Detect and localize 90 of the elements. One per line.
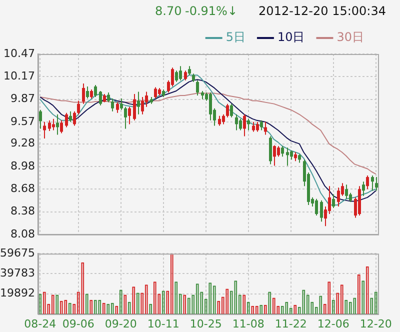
y-tick-label: 9.87	[10, 92, 35, 106]
legend-label: 30日	[336, 30, 364, 44]
y-tick-label: 9.28	[10, 136, 35, 150]
candlestick	[239, 118, 242, 131]
candlestick	[94, 84, 97, 98]
candlestick	[73, 110, 76, 126]
text: -0.91%↓	[185, 4, 238, 18]
candlestick	[128, 106, 131, 125]
candlestick	[226, 103, 229, 118]
candlestick	[332, 194, 335, 208]
y-tick-label: 19892	[0, 286, 35, 300]
x-tick-label: 12-06	[317, 317, 350, 330]
x-tick-label: 09-06	[62, 317, 94, 330]
candlestick	[133, 94, 136, 121]
candlestick	[235, 114, 238, 131]
candlestick	[99, 90, 102, 106]
candlestick	[294, 152, 297, 162]
candlestick	[188, 66, 191, 76]
candlestick	[111, 98, 114, 112]
candlestick	[65, 112, 68, 128]
y-tick-label: 8.68	[10, 182, 35, 195]
y-tick-label: 10.47	[4, 46, 35, 60]
candlestick	[107, 92, 110, 103]
candlestick	[145, 91, 148, 108]
candlestick	[154, 86, 157, 100]
legend-label: 5日	[226, 30, 246, 44]
candlestick	[137, 91, 140, 115]
candlestick	[60, 120, 63, 134]
candlestick	[116, 102, 119, 114]
x-tick-label: 12-20	[360, 317, 392, 330]
x-tick-label: 10-11	[147, 317, 180, 330]
candlestick	[86, 86, 89, 100]
candlestick	[337, 187, 340, 207]
candlestick	[218, 115, 221, 126]
candlestick	[252, 121, 255, 132]
candlestick	[124, 106, 127, 130]
candlestick	[362, 181, 365, 196]
candlestick	[82, 82, 85, 104]
candlestick	[196, 80, 199, 96]
candlestick	[184, 70, 187, 81]
candlestick	[345, 184, 348, 200]
x-tick-label: 10-25	[190, 317, 222, 330]
candlestick	[264, 121, 267, 136]
x-tick-label: 11-08	[232, 317, 264, 330]
candlestick	[90, 88, 93, 100]
y-tick-label: 39783	[0, 266, 35, 280]
candlestick	[328, 186, 331, 215]
candlestick	[277, 146, 280, 158]
candlestick	[48, 120, 51, 132]
y-tick-label: 8.38	[10, 204, 35, 218]
candlestick	[39, 109, 42, 130]
candlestick	[320, 200, 323, 222]
candlestick	[366, 175, 369, 190]
y-tick-label: 10.17	[4, 70, 35, 83]
candlestick	[290, 150, 293, 160]
x-tick-label: 08-24	[24, 317, 56, 330]
candlestick	[175, 70, 178, 82]
candlestick	[141, 96, 144, 115]
candlestick	[247, 118, 250, 131]
candlestick	[273, 144, 276, 166]
candlestick	[56, 114, 59, 136]
candlestick	[120, 98, 123, 110]
candlestick	[179, 66, 182, 81]
candlestick	[269, 136, 272, 165]
y-tick-label: 59675	[0, 246, 35, 260]
candlestick	[260, 120, 263, 131]
y-tick-label: 9.57	[10, 114, 35, 128]
candlestick	[222, 114, 225, 125]
text: 8.70	[155, 4, 182, 18]
candlestick	[315, 198, 318, 216]
x-tick-label: 11-22	[274, 317, 307, 330]
candlestick	[69, 110, 72, 122]
candlestick	[371, 175, 374, 192]
candlestick	[43, 121, 46, 140]
candlestick	[349, 192, 352, 202]
candlestick	[243, 114, 246, 137]
candlestick	[171, 67, 174, 87]
candlestick	[52, 118, 55, 131]
text: 2012-12-20 15:00:34	[258, 4, 386, 18]
candlestick	[286, 147, 289, 166]
candlestick	[77, 100, 80, 115]
x-tick-label: 09-20	[104, 317, 137, 330]
candlestick	[375, 176, 378, 192]
legend-label: 10日	[277, 30, 305, 44]
candlestick	[256, 121, 259, 132]
candlestick	[281, 146, 284, 158]
y-tick-label: 8.98	[10, 159, 35, 172]
y-tick-label: 8.08	[10, 227, 35, 240]
candlestick	[209, 92, 212, 121]
candlestick	[230, 103, 233, 118]
